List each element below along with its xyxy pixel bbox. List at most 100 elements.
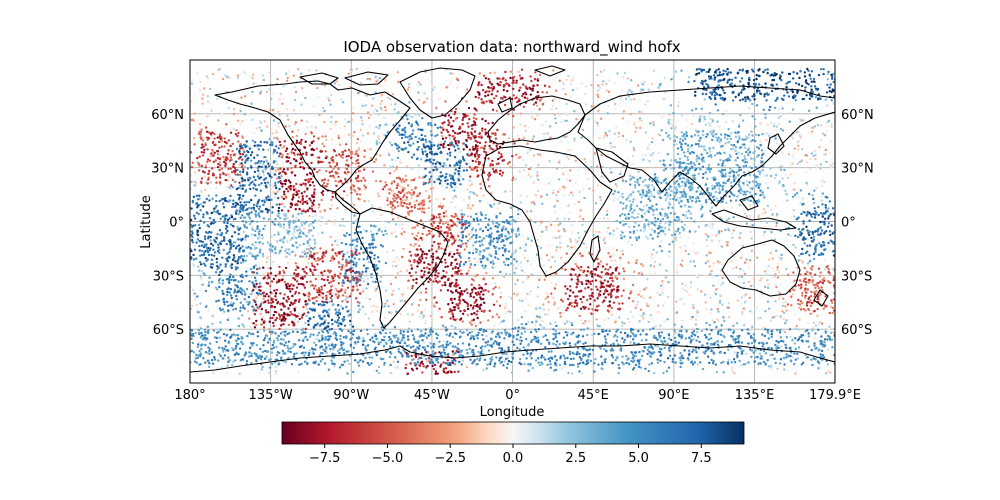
observation-point [439,344,443,348]
observation-point [251,90,254,94]
observation-point [374,158,378,161]
observation-point [668,137,672,140]
observation-point [820,138,823,142]
observation-point [371,310,374,313]
observation-point [781,304,785,308]
observation-point [739,113,742,117]
observation-point [243,95,247,98]
observation-point [524,297,528,300]
observation-point [802,119,805,122]
observation-point [742,324,746,327]
observation-point [196,156,199,160]
observation-point [745,258,748,261]
observation-point [751,95,754,98]
observation-point [594,202,598,205]
observation-point [530,273,534,277]
observation-point [223,303,226,306]
observation-point [692,260,696,263]
observation-point [281,302,284,305]
observation-point [449,137,452,140]
observation-point [675,271,679,274]
observation-point [267,327,271,331]
observation-point [333,123,336,126]
observation-point [775,314,778,317]
observation-point [256,161,259,165]
observation-point [205,75,209,78]
observation-point [685,118,689,122]
observation-point [401,223,404,226]
observation-point [442,165,445,168]
observation-point [646,147,649,150]
observation-point [738,135,741,138]
observation-point [375,140,378,143]
observation-point [634,130,637,133]
observation-point [571,76,575,80]
observation-point [228,281,231,284]
observation-point [614,102,617,106]
observation-point [347,133,351,136]
observation-point [559,140,563,143]
observation-point [831,338,834,341]
observation-point [334,287,338,290]
observation-point [750,249,753,252]
observation-point [662,169,666,172]
observation-point [251,305,254,308]
observation-point [370,224,373,227]
observation-point [576,174,579,178]
observation-point [826,72,830,76]
observation-point [224,90,227,94]
observation-point [410,179,413,182]
observation-point [375,142,378,146]
observation-point [711,319,714,322]
observation-point [382,345,386,348]
observation-point [526,142,529,145]
observation-point [533,202,536,206]
observation-point [642,83,645,86]
observation-point [570,321,573,325]
observation-point [552,236,555,239]
observation-point [774,74,777,77]
observation-point [649,316,652,319]
observation-point [732,216,735,219]
observation-point [576,240,579,243]
observation-point [675,136,679,139]
observation-point [762,108,765,112]
observation-point [306,126,309,129]
observation-point [226,221,229,225]
observation-point [295,134,299,138]
observation-point [218,251,221,254]
observation-point [644,154,647,157]
observation-point [697,250,700,254]
observation-point [612,284,615,288]
observation-point [509,273,512,276]
observation-point [793,147,796,150]
observation-point [635,303,639,306]
observation-point [254,300,257,304]
observation-point [398,216,402,219]
observation-point [525,322,528,326]
observation-point [262,174,266,177]
observation-point [195,182,198,185]
observation-point [659,324,662,327]
observation-point [827,369,830,373]
observation-point [192,137,196,140]
observation-point [603,236,606,240]
observation-point [598,86,602,90]
observation-point [777,271,781,274]
observation-point [384,78,387,82]
observation-point [664,301,667,304]
observation-point [563,230,566,233]
observation-point [731,206,734,210]
observation-point [719,190,722,193]
observation-point [251,76,254,80]
observation-point [410,115,413,119]
observation-point [228,250,231,254]
observation-point [331,304,334,307]
observation-point [471,204,474,207]
observation-point [779,111,782,115]
observation-point [554,321,557,324]
observation-point [407,86,411,89]
observation-point [717,278,720,282]
observation-point [560,234,563,237]
observation-point [236,76,240,79]
